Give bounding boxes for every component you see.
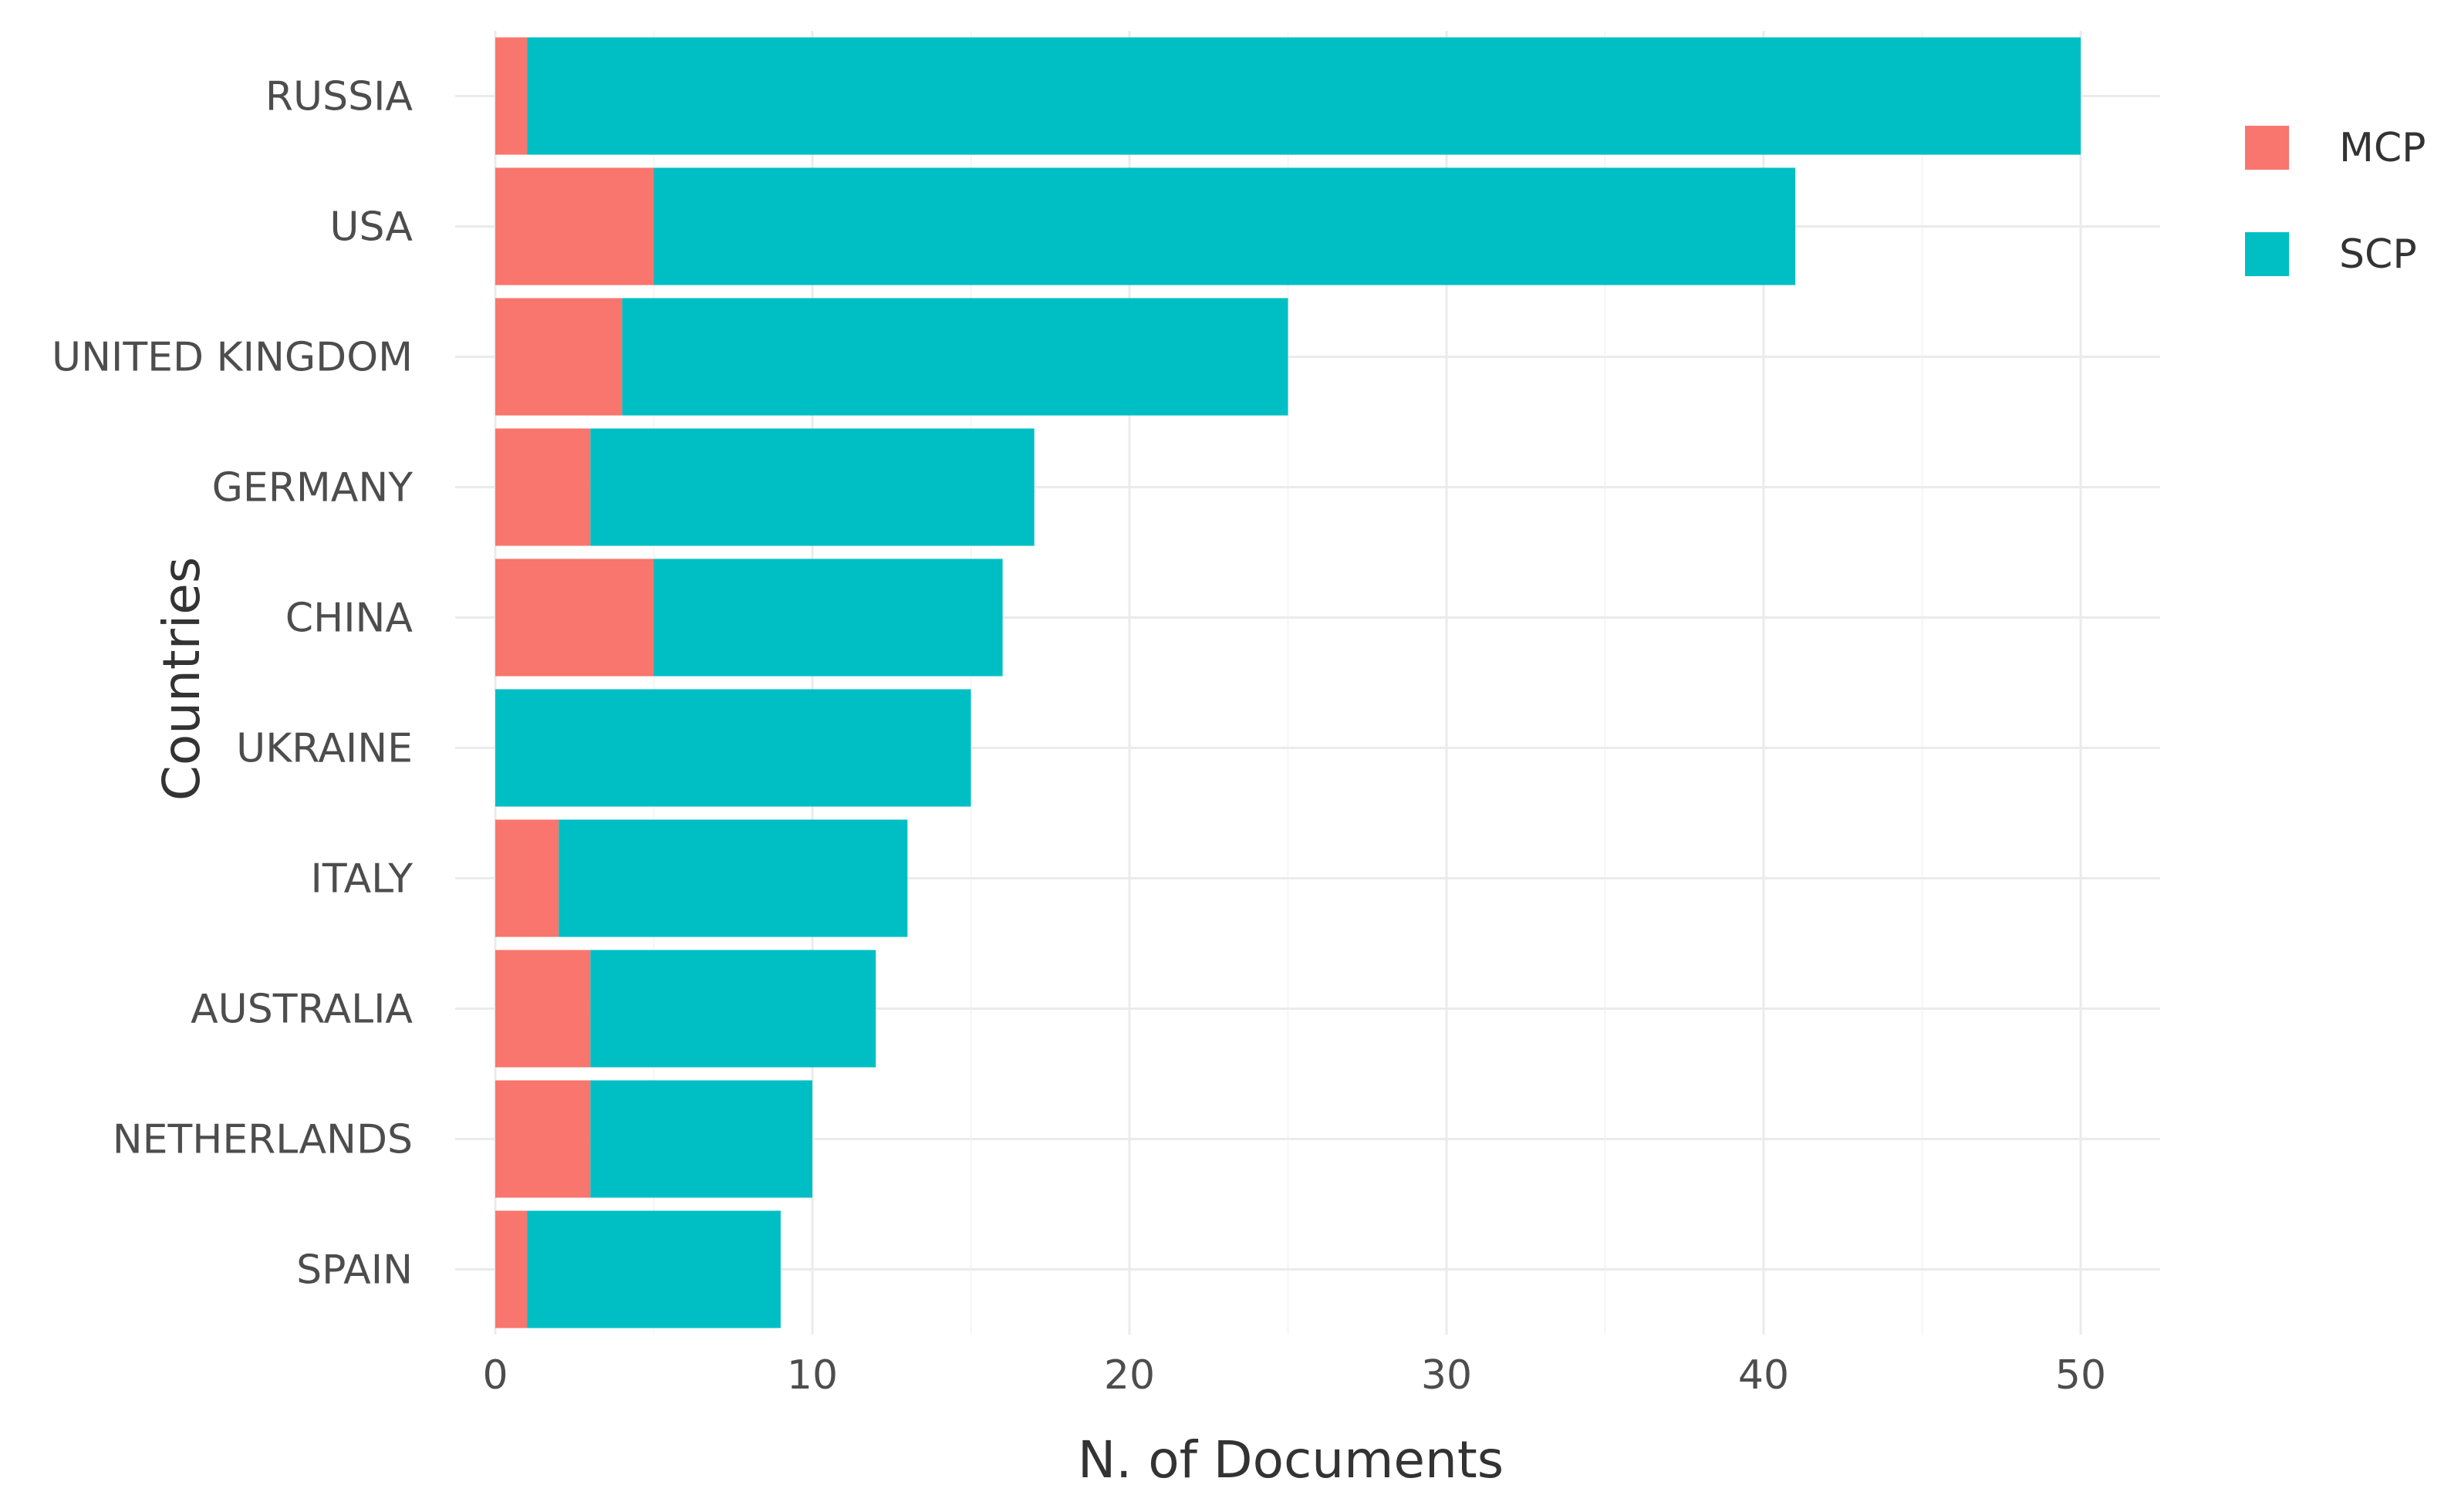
x-tick-label: 30 [1421, 1352, 1472, 1399]
bar-mcp-italy [495, 819, 559, 937]
category-label: RUSSIA [265, 74, 414, 120]
category-labels: RUSSIA USA UNITED KINGDOM GERMANY CHINA UKRAI… [52, 74, 413, 1294]
x-tick-label: 50 [2055, 1352, 2106, 1399]
bar-scp-ukraine [495, 689, 971, 807]
x-tick-label: 40 [1738, 1352, 1789, 1399]
bar-scp-netherlands [590, 1080, 812, 1198]
bar-mcp-usa [495, 167, 654, 285]
bar-scp-germany [590, 428, 1035, 546]
x-tick-label: 0 [482, 1352, 508, 1399]
category-label: UNITED KINGDOM [52, 335, 413, 381]
category-label: ITALY [311, 856, 414, 903]
bar-scp-usa [653, 167, 1796, 285]
legend: MCP SCP [2245, 125, 2426, 278]
bar-mcp-netherlands [495, 1080, 591, 1198]
category-label: GERMANY [212, 465, 414, 511]
bar-scp-italy [559, 819, 908, 937]
bar-mcp-russia [495, 37, 528, 155]
bar-scp-china [653, 559, 1003, 677]
category-label: USA [329, 204, 413, 251]
bar-scp-australia [590, 950, 876, 1068]
x-tick-label: 10 [787, 1352, 838, 1399]
x-tick-labels: 0 10 20 30 40 50 [482, 1352, 2106, 1399]
bar-scp-united-kingdom [622, 298, 1288, 416]
bar-scp-russia [527, 37, 2081, 155]
category-label: NETHERLANDS [113, 1117, 413, 1163]
legend-key-mcp [2245, 126, 2289, 170]
category-label: AUSTRALIA [191, 987, 413, 1033]
bar-mcp-china [495, 559, 654, 677]
category-label: CHINA [285, 596, 414, 642]
bar-mcp-spain [495, 1210, 528, 1328]
legend-label-mcp: MCP [2339, 125, 2426, 171]
legend-label-scp: SCP [2339, 231, 2417, 278]
category-label: SPAIN [296, 1247, 413, 1294]
legend-key-scp [2245, 232, 2289, 276]
bar-mcp-germany [495, 428, 591, 546]
x-axis-title: N. of Documents [1078, 1430, 1504, 1490]
category-label: UKRAINE [236, 726, 413, 772]
bar-mcp-australia [495, 950, 591, 1068]
y-axis-title: Countries [152, 557, 211, 801]
bar-mcp-united-kingdom [495, 298, 623, 416]
bars-layer [495, 37, 2081, 1328]
x-tick-label: 20 [1104, 1352, 1155, 1399]
bar-scp-spain [527, 1210, 781, 1328]
